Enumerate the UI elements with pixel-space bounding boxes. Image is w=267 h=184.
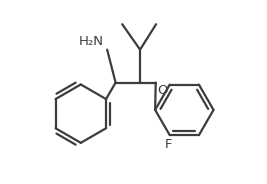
- Text: F: F: [165, 138, 172, 151]
- Text: O: O: [157, 84, 168, 98]
- Text: H₂N: H₂N: [79, 35, 104, 48]
